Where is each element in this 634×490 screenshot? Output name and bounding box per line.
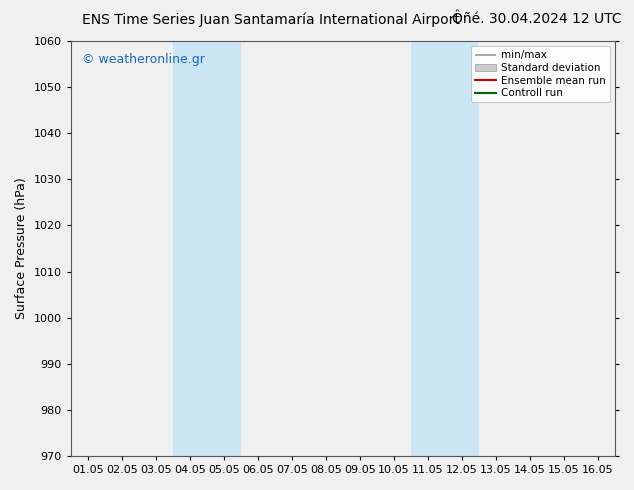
Y-axis label: Surface Pressure (hPa): Surface Pressure (hPa) bbox=[15, 178, 28, 319]
Legend: min/max, Standard deviation, Ensemble mean run, Controll run: min/max, Standard deviation, Ensemble me… bbox=[470, 46, 610, 102]
Text: Ôñé. 30.04.2024 12 UTC: Ôñé. 30.04.2024 12 UTC bbox=[451, 12, 621, 26]
Bar bbox=[411, 41, 479, 456]
Text: © weatheronline.gr: © weatheronline.gr bbox=[82, 53, 205, 67]
Bar bbox=[172, 41, 241, 456]
Text: ENS Time Series Juan Santamaría International Airport: ENS Time Series Juan Santamaría Internat… bbox=[82, 12, 460, 27]
